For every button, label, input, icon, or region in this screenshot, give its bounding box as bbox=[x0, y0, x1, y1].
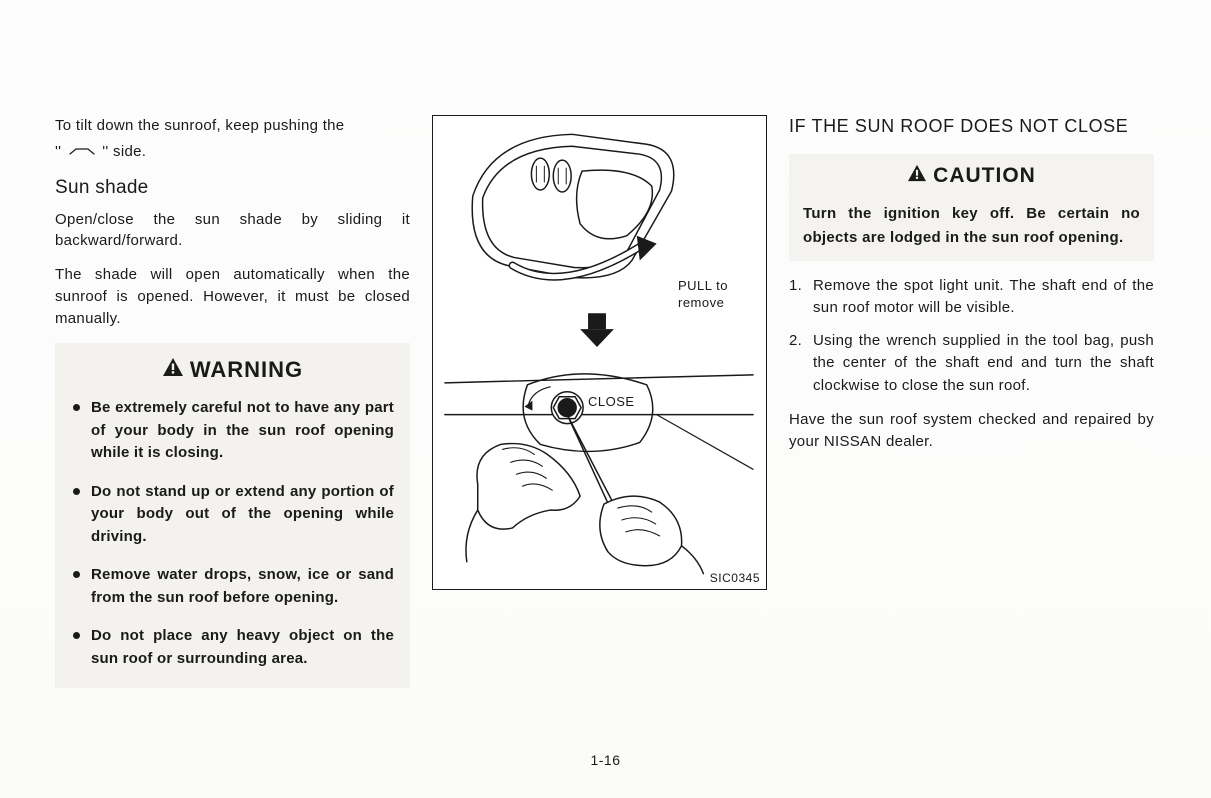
step-item: Remove the spot light unit. The shaft en… bbox=[789, 275, 1154, 320]
warning-item: Be extremely careful not to have any par… bbox=[71, 397, 394, 465]
warning-title-text: WARNING bbox=[190, 357, 303, 383]
figure-code: SIC0345 bbox=[710, 571, 760, 585]
page-number: 1-16 bbox=[0, 752, 1211, 768]
warning-list: Be extremely careful not to have any par… bbox=[71, 397, 394, 670]
warning-item: Do not place any heavy object on the sun… bbox=[71, 625, 394, 670]
section-head: IF THE SUN ROOF DOES NOT CLOSE bbox=[789, 115, 1154, 138]
intro-prefix: '' bbox=[55, 143, 61, 160]
figure-label-pull: PULL to remove bbox=[678, 278, 728, 312]
warning-item: Do not stand up or extend any portion of… bbox=[71, 481, 394, 549]
figure-label-close: CLOSE bbox=[588, 394, 635, 409]
sun-shade-para-1: Open/close the sun shade by sliding it b… bbox=[55, 209, 410, 253]
warning-box: WARNING Be extremely careful not to have… bbox=[55, 343, 410, 688]
figure-illustration bbox=[433, 116, 766, 589]
intro-suffix: '' side. bbox=[102, 143, 146, 160]
caution-title-row: CAUTION bbox=[803, 164, 1140, 188]
warning-item: Remove water drops, snow, ice or sand fr… bbox=[71, 564, 394, 609]
column-middle: PULL to remove CLOSE SIC0345 bbox=[432, 115, 767, 758]
caution-triangle-icon bbox=[907, 164, 927, 188]
intro-line-2: '' '' side. bbox=[55, 141, 410, 163]
column-right: IF THE SUN ROOF DOES NOT CLOSE CAUTION T… bbox=[789, 115, 1154, 758]
caution-box: CAUTION Turn the ignition key off. Be ce… bbox=[789, 154, 1154, 261]
manual-page: To tilt down the sunroof, keep pushing t… bbox=[0, 0, 1211, 798]
warning-title-row: WARNING bbox=[71, 357, 394, 383]
step-list: Remove the spot light unit. The shaft en… bbox=[789, 275, 1154, 398]
step-item: Using the wrench supplied in the tool ba… bbox=[789, 330, 1154, 398]
column-left: To tilt down the sunroof, keep pushing t… bbox=[55, 115, 410, 758]
sun-shade-para-2: The shade will open automatically when t… bbox=[55, 264, 410, 329]
sun-shade-subhead: Sun shade bbox=[55, 177, 410, 199]
roof-glyph-icon bbox=[68, 141, 96, 163]
warning-triangle-icon bbox=[162, 357, 184, 383]
figure-label-pull-2: remove bbox=[678, 295, 724, 310]
closing-text: Have the sun roof system checked and rep… bbox=[789, 409, 1154, 453]
caution-title-text: CAUTION bbox=[933, 164, 1036, 188]
figure-frame: PULL to remove CLOSE SIC0345 bbox=[432, 115, 767, 590]
intro-line-1: To tilt down the sunroof, keep pushing t… bbox=[55, 115, 410, 137]
figure-label-pull-1: PULL to bbox=[678, 278, 728, 293]
caution-text: Turn the ignition key off. Be certain no… bbox=[803, 202, 1140, 249]
